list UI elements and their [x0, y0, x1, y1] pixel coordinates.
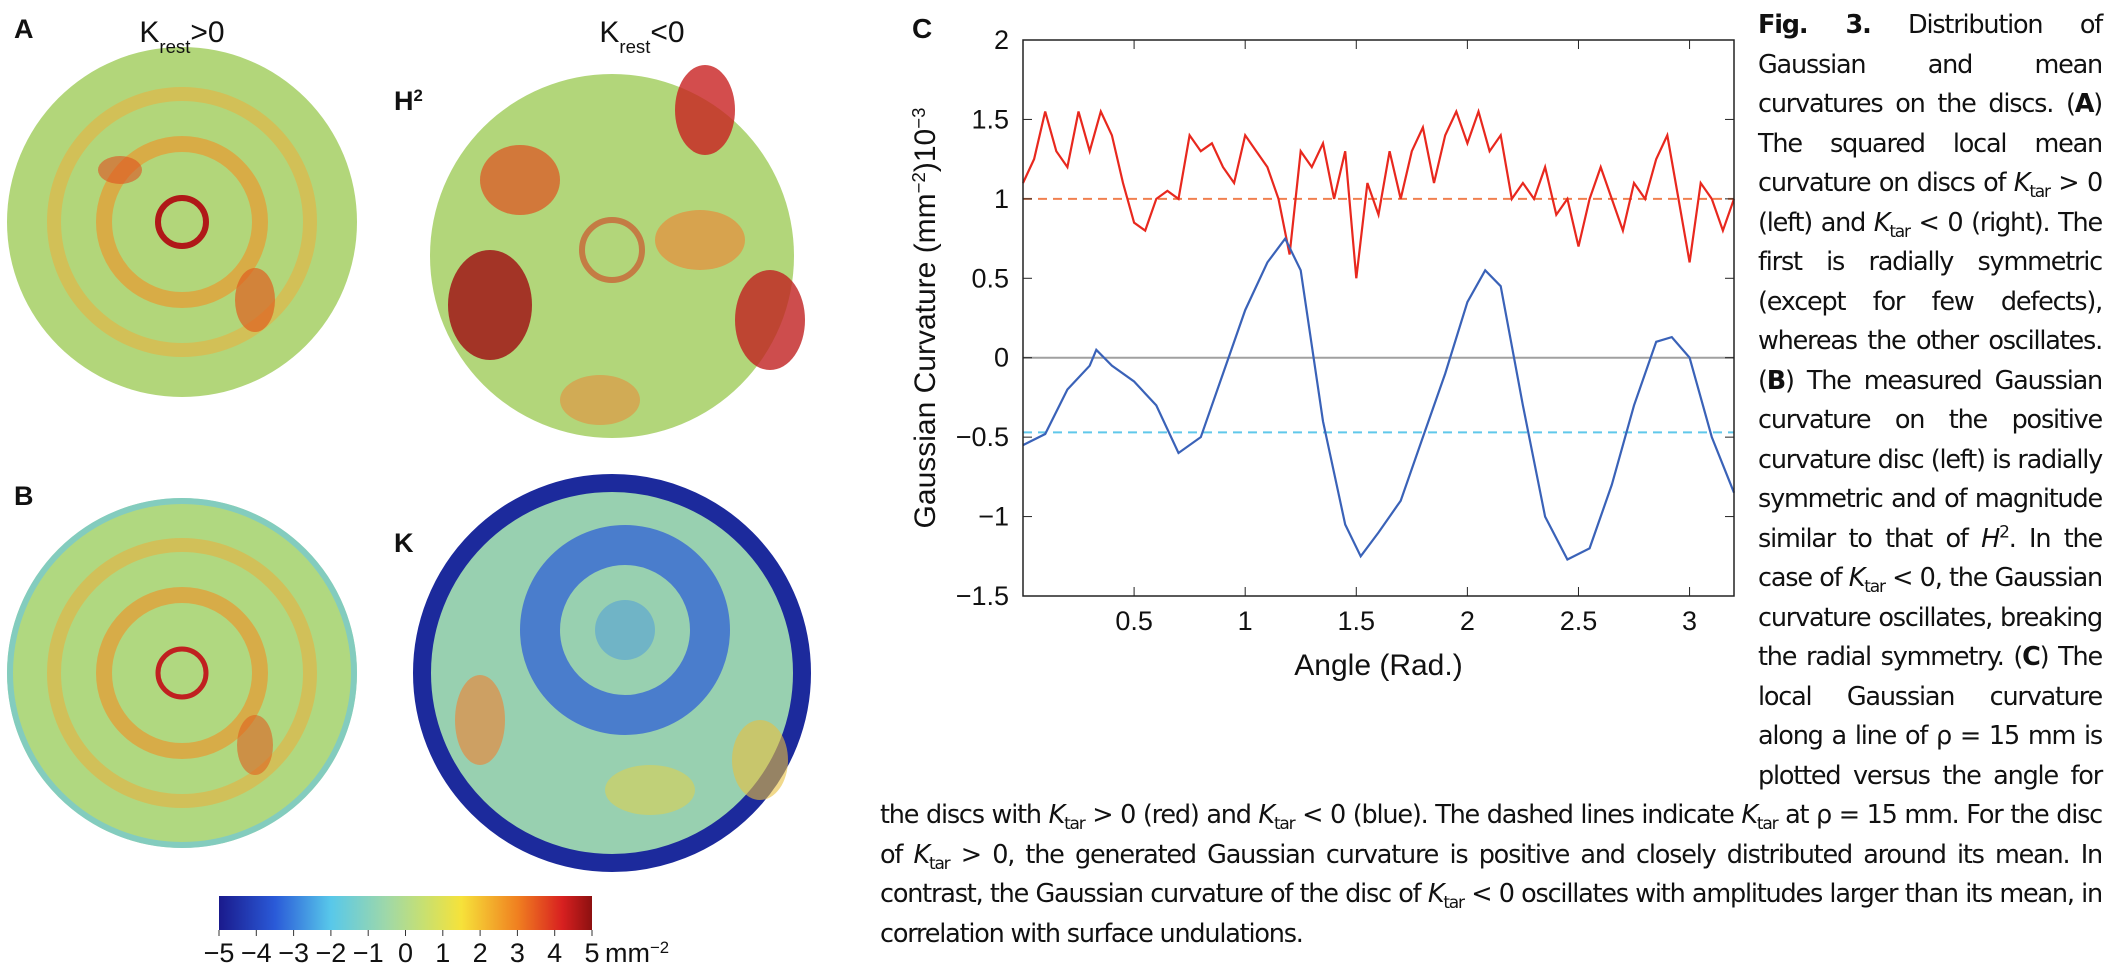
disc-image	[7, 47, 357, 397]
caption-run: > 0 (left) and	[1758, 168, 2103, 238]
text-run: −2	[650, 938, 669, 957]
caption-run: ) The local Gaussian curvature along a l…	[880, 642, 2103, 830]
y-tick-label: −1.5	[956, 581, 1009, 611]
caption-run: Distribution of Gaussian and mean curvat…	[1758, 10, 2103, 119]
y-tick-label: −1	[978, 502, 1009, 532]
caption-run: < 0 (right). The first is radially symme…	[1758, 207, 2103, 396]
colorbar-tick-label: −3	[278, 938, 309, 968]
text-run: Gaussian Curvature (mm	[909, 193, 942, 528]
text-run: >0	[190, 16, 224, 49]
caption-run: . In the case of	[1758, 523, 2103, 594]
disc-image	[413, 474, 811, 872]
x-tick-label: 3	[1682, 606, 1697, 636]
panel-label: K	[394, 528, 414, 558]
x-tick-label: 2	[1460, 606, 1475, 636]
colorbar-tick-label: −2	[316, 938, 347, 968]
data-line	[1022, 107, 1736, 279]
caption-run: K	[913, 839, 930, 870]
plot-frame	[1022, 39, 1735, 597]
text-run: K	[599, 16, 619, 49]
colorbar-tick-label: 1	[435, 938, 450, 968]
caption-run: tar	[1889, 221, 1911, 242]
caption-run: > 0, the generated Gaussian curvature is…	[880, 839, 2103, 910]
colorbar-unit: mm−2	[605, 938, 669, 969]
caption-run: ) The squared local mean curvature on di…	[1758, 89, 2103, 198]
caption-run: K	[1427, 879, 1445, 909]
colorbar-tick-label: −4	[241, 938, 272, 968]
x-tick-label: 0.5	[1115, 606, 1153, 636]
colorbar-tick-label: 3	[510, 938, 525, 968]
colorbar-tick-label: 4	[547, 938, 562, 968]
caption-run: B	[1766, 365, 1786, 396]
colorbar-tick-label: −5	[204, 938, 235, 968]
text-run: rest	[619, 36, 651, 57]
caption-run: tar	[1864, 577, 1886, 598]
caption-run: K	[1873, 207, 1891, 238]
colorbar-tick-label: −1	[353, 938, 384, 968]
caption-run: K	[1048, 800, 1066, 830]
panel-label: H2	[394, 86, 423, 117]
caption-run: H	[1981, 523, 2000, 554]
caption-run: at ρ = 15 mm. For the disc of	[880, 800, 2103, 870]
caption-run: < 0 oscillates with amplitudes larger th…	[880, 879, 2103, 949]
caption-run: tar	[1443, 893, 1465, 914]
caption-run: K	[1258, 800, 1275, 830]
x-axis-label: Angle (Rad.)	[1294, 649, 1462, 682]
colorbar-tick-label: 2	[473, 938, 488, 968]
y-tick-label: 1	[994, 184, 1009, 214]
panel-title: Krest<0	[599, 16, 684, 57]
caption-run: > 0 (red) and	[1084, 800, 1259, 830]
x-tick-label: 1.5	[1338, 606, 1376, 636]
text-run: mm	[605, 938, 650, 968]
caption-run: Fig. 3.	[1758, 10, 1872, 40]
caption-run: tar	[2029, 182, 2051, 203]
disc-image	[430, 65, 805, 438]
y-axis-label: Gaussian Curvature (mm−2)10−3	[908, 108, 943, 529]
caption-run: < 0, the Gaussian curvature oscillates, …	[1758, 563, 2103, 672]
caption-run: K	[1741, 800, 1758, 830]
caption-run: C	[2022, 642, 2041, 672]
panel-title: Krest>0	[139, 16, 224, 57]
data-line	[1022, 236, 1736, 561]
caption-run: tar	[1273, 814, 1296, 835]
panel-label: B	[14, 481, 34, 511]
text-run: rest	[159, 36, 191, 57]
panel-label: A	[14, 14, 34, 44]
colorbar-tick-label: 0	[398, 938, 413, 968]
text-run: −3	[908, 108, 929, 129]
colorbar-tick-label: 5	[584, 938, 599, 968]
caption: Fig. 3. Distribution of Gaussian and mea…	[880, 6, 2103, 954]
caption-run: tar	[929, 853, 951, 874]
panel-label: C	[912, 13, 932, 44]
caption-run: K	[2013, 168, 2031, 198]
text-run: 2	[414, 86, 423, 105]
text-run: <0	[650, 16, 684, 49]
y-tick-label: −0.5	[956, 422, 1009, 452]
caption-run: A	[2074, 89, 2095, 119]
x-tick-label: 2.5	[1560, 606, 1598, 636]
y-tick-label: 0.5	[971, 263, 1009, 293]
colorbar	[219, 896, 592, 930]
x-tick-label: 1	[1238, 606, 1253, 636]
text-run: K	[139, 16, 159, 49]
caption-run: K	[1848, 563, 1866, 593]
caption-run: tar	[1756, 814, 1779, 835]
caption-run: ) The measured Gaussian curvature on the…	[1758, 365, 2103, 554]
text-run: )10	[909, 129, 942, 172]
y-tick-label: 0	[994, 343, 1009, 373]
caption-run: < 0 (blue). The dashed lines indicate	[1294, 800, 1742, 830]
y-tick-label: 1.5	[971, 104, 1009, 134]
disc-image	[7, 498, 357, 848]
caption-run: tar	[1064, 814, 1086, 835]
text-run: −2	[908, 172, 929, 193]
y-tick-label: 2	[994, 25, 1009, 55]
text-run: H	[394, 86, 414, 116]
caption-run: 2	[1999, 522, 2010, 542]
